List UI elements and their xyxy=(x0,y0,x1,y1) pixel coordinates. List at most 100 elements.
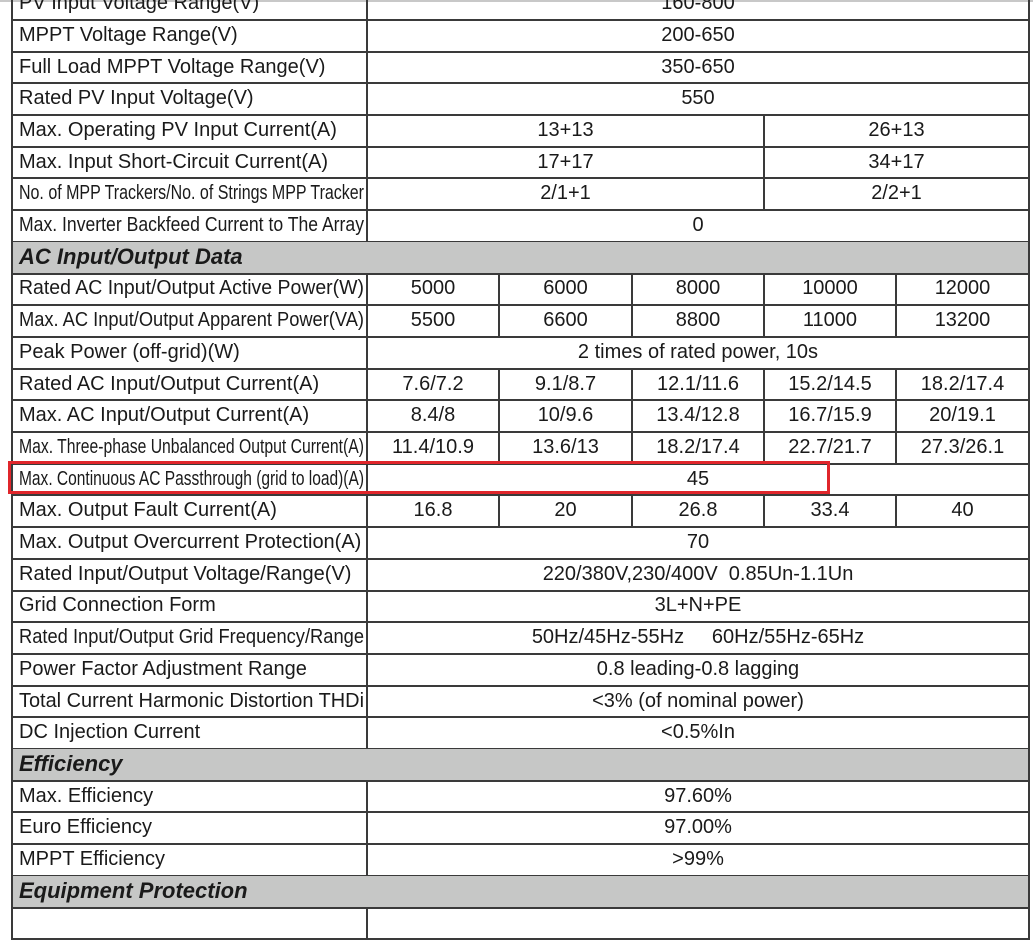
row-value: 97.60% xyxy=(368,780,1030,814)
row-label: Max. Efficiency xyxy=(11,780,368,814)
table-row: Max. Three-phase Unbalanced Output Curre… xyxy=(11,432,1030,465)
row-label-text: Max. Three-phase Unbalanced Output Curre… xyxy=(19,435,364,458)
row-value: 10000 xyxy=(765,273,897,307)
row-value: 9.1/8.7 xyxy=(500,368,633,402)
row-label: Max. AC Input/Output Apparent Power(VA) xyxy=(11,305,368,338)
row-label-text: DC Injection Current xyxy=(19,721,201,744)
row-value: 13.4/12.8 xyxy=(633,400,765,434)
row-value: 12.1/11.6 xyxy=(633,368,765,402)
row-value: 70 xyxy=(368,527,1030,560)
row-label-text: Rated AC Input/Output Current(A) xyxy=(19,372,320,395)
row-value: 27.3/26.1 xyxy=(897,432,1030,465)
row-label-text: Max. AC Input/Output Current(A) xyxy=(19,404,310,427)
table-row: Full Load MPPT Voltage Range(V) 350-650 xyxy=(11,51,1030,85)
row-label-text: Peak Power (off-grid)(W) xyxy=(19,340,240,363)
row-value: 11.4/10.9 xyxy=(368,432,500,465)
row-value: 550 xyxy=(368,83,1030,117)
table-row xyxy=(11,907,1030,940)
table-row: MPPT Voltage Range(V) 200-650 xyxy=(11,20,1030,53)
row-value: 13.6/13 xyxy=(500,432,633,465)
row-label: No. of MPP Trackers/No. of Strings MPP T… xyxy=(11,178,368,212)
row-label-text: Rated AC Input/Output Active Power(W) xyxy=(19,277,364,300)
table-row: Rated AC Input/Output Current(A) 7.6/7.2 9… xyxy=(11,368,1030,402)
row-label-text: Max. Continuous AC Passthrough (grid to … xyxy=(19,467,364,490)
row-label: Rated AC Input/Output Current(A) xyxy=(11,368,368,402)
row-value: 20 xyxy=(500,495,633,529)
row-label: Peak Power (off-grid)(W) xyxy=(11,337,368,370)
row-label-text: No. of MPP Trackers/No. of Strings MPP T… xyxy=(19,182,364,205)
row-value: 17+17 xyxy=(368,146,765,180)
row-label-text: Rated Input/Output Grid Frequency/Range xyxy=(19,626,364,649)
table-row: Max. Input Short-Circuit Current(A) 17+17… xyxy=(11,146,1030,180)
row-label-text: Max. AC Input/Output Apparent Power(VA) xyxy=(19,309,364,332)
row-label-text: MPPT Efficiency xyxy=(19,848,165,871)
row-value: 26.8 xyxy=(633,495,765,529)
row-label-text: Rated Input/Output Voltage/Range(V) xyxy=(19,562,352,585)
row-value: 8.4/8 xyxy=(368,400,500,434)
row-label: Max. Operating PV Input Current(A) xyxy=(11,115,368,148)
row-value: 18.2/17.4 xyxy=(897,368,1030,402)
row-value: 26+13 xyxy=(765,115,1030,148)
row-value: 8000 xyxy=(633,273,765,307)
row-label-text: Max. Operating PV Input Current(A) xyxy=(19,118,337,141)
table-row: Rated Input/Output Grid Frequency/Range 5… xyxy=(11,622,1030,655)
row-label-text: Rated PV Input Voltage(V) xyxy=(19,87,254,110)
table-row: Max. Operating PV Input Current(A) 13+13 2… xyxy=(11,115,1030,148)
row-label-text: Euro Efficiency xyxy=(19,816,153,839)
table-row: Rated Input/Output Voltage/Range(V) 220/3… xyxy=(11,558,1030,592)
row-label: Max. Output Fault Current(A) xyxy=(11,495,368,529)
table-row: PV Input Voltage Range(V) 160-800 xyxy=(11,0,1030,21)
row-value: <3% (of nominal power) xyxy=(368,685,1030,719)
row-value: 2/1+1 xyxy=(368,178,765,212)
row-label: Euro Efficiency xyxy=(11,812,368,846)
row-value: >99% xyxy=(368,844,1030,877)
section-header: Efficiency xyxy=(11,749,1030,782)
row-label: Grid Connection Form xyxy=(11,590,368,624)
row-value: 5000 xyxy=(368,273,500,307)
row-value: 160-800 xyxy=(368,0,1030,21)
row-label-text: Max. Input Short-Circuit Current(A) xyxy=(19,150,328,173)
row-value: 2 times of rated power, 10s xyxy=(368,337,1030,370)
row-value: 16.7/15.9 xyxy=(765,400,897,434)
row-label-text: Full Load MPPT Voltage Range(V) xyxy=(19,55,326,78)
table-row: Max. Output Fault Current(A) 16.8 20 26.8 33… xyxy=(11,495,1030,529)
row-label: DC Injection Current xyxy=(11,717,368,751)
row-label-text: Max. Efficiency xyxy=(19,784,154,807)
row-label-text: Power Factor Adjustment Range xyxy=(19,657,307,680)
row-label: Full Load MPPT Voltage Range(V) xyxy=(11,51,368,85)
row-value: 0 xyxy=(368,210,1030,243)
row-value: 0.8 leading-0.8 lagging xyxy=(368,654,1030,687)
table-row: Max. AC Input/Output Current(A) 8.4/8 10/9… xyxy=(11,400,1030,434)
table-row: Max. Efficiency 97.60% xyxy=(11,780,1030,814)
row-value: 11000 xyxy=(765,305,897,338)
row-label: Rated PV Input Voltage(V) xyxy=(11,83,368,117)
section-title: Equipment Protection xyxy=(11,875,1030,909)
table-row: Power Factor Adjustment Range 0.8 leading… xyxy=(11,654,1030,687)
row-value: 220/380V,230/400V 0.85Un-1.1Un xyxy=(368,558,1030,592)
row-value: 5500 xyxy=(368,305,500,338)
row-value: 45 xyxy=(368,463,1030,497)
row-value: 16.8 xyxy=(368,495,500,529)
row-value: 18.2/17.4 xyxy=(633,432,765,465)
row-label: MPPT Efficiency xyxy=(11,844,368,877)
row-value xyxy=(368,907,1030,940)
row-value: 7.6/7.2 xyxy=(368,368,500,402)
row-value: 200-650 xyxy=(368,20,1030,53)
row-label: MPPT Voltage Range(V) xyxy=(11,20,368,53)
table-row: Max. AC Input/Output Apparent Power(VA) 5… xyxy=(11,305,1030,338)
row-label-text: MPPT Voltage Range(V) xyxy=(19,23,238,46)
row-value: 22.7/21.7 xyxy=(765,432,897,465)
row-label: Max. Continuous AC Passthrough (grid to … xyxy=(11,463,368,497)
row-value: <0.5%In xyxy=(368,717,1030,751)
table-row: Euro Efficiency 97.00% xyxy=(11,812,1030,846)
row-label-text: Max. Output Overcurrent Protection(A) xyxy=(19,531,362,554)
section-title: AC Input/Output Data xyxy=(11,241,1030,275)
row-label: Power Factor Adjustment Range xyxy=(11,654,368,687)
table-row: MPPT Efficiency >99% xyxy=(11,844,1030,877)
row-label: Rated Input/Output Grid Frequency/Range xyxy=(11,622,368,655)
row-label: Max. Three-phase Unbalanced Output Curre… xyxy=(11,432,368,465)
row-value: 97.00% xyxy=(368,812,1030,846)
row-label-text: Max. Inverter Backfeed Current to The Ar… xyxy=(19,214,364,237)
table-row: Grid Connection Form 3L+N+PE xyxy=(11,590,1030,624)
row-label: Max. Output Overcurrent Protection(A) xyxy=(11,527,368,560)
